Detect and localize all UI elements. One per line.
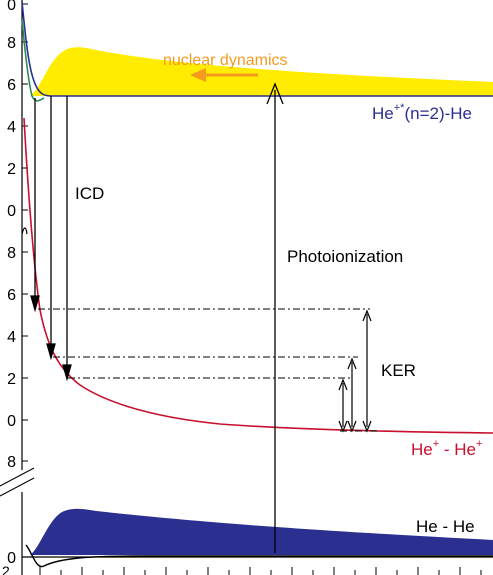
- nuclear-dynamics-label: nuclear dynamics: [163, 52, 288, 69]
- he-he-label: He - He: [416, 517, 475, 536]
- tick-label: 2: [7, 161, 16, 178]
- nuclear-dynamics-arrow: [190, 68, 258, 82]
- he-plus-star-he-curve: [21, 1, 493, 97]
- green-potential-curve: [21, 19, 45, 102]
- ker-guide-lines: [38, 308, 378, 432]
- photoionization-label: Photoionization: [287, 247, 403, 266]
- tick-label: 6: [7, 287, 16, 304]
- photoionization-arrow: [266, 82, 284, 553]
- tick-label: 0: [7, 550, 16, 567]
- small-black-curve-fragment: [21, 227, 28, 235]
- icd-label: ICD: [75, 184, 104, 203]
- tick-label: 6: [7, 77, 16, 94]
- ker-arrows: [338, 309, 372, 433]
- lower-wavepacket-fill: [30, 508, 493, 555]
- x-axis-ticks: [39, 567, 482, 575]
- ker-label: KER: [381, 361, 416, 380]
- tick-label: 8: [7, 454, 16, 471]
- tick-label: 4: [7, 119, 16, 136]
- bottom-partial-label: 2: [2, 563, 10, 575]
- he-plus-star-he-label: He+*(n=2)-He: [372, 102, 472, 123]
- he-plus-he-plus-label: He+ - He+: [411, 438, 482, 459]
- tick-label: 8: [7, 245, 16, 262]
- he-he-curve: [25, 544, 493, 568]
- upper-wavepacket-fill: [30, 47, 493, 96]
- axis-break-mark-2: [0, 477, 35, 497]
- tick-label: 4: [7, 329, 16, 346]
- tick-label: 0: [7, 203, 16, 220]
- tick-label: 0: [7, 413, 16, 430]
- tick-label: 0: [7, 0, 16, 14]
- axis-break-mark-1: [0, 467, 35, 487]
- icd-arrows: [30, 96, 72, 382]
- tick-label: 2: [7, 371, 16, 388]
- he-plus-he-plus-curve: [23, 117, 493, 434]
- tick-label: 8: [7, 35, 16, 52]
